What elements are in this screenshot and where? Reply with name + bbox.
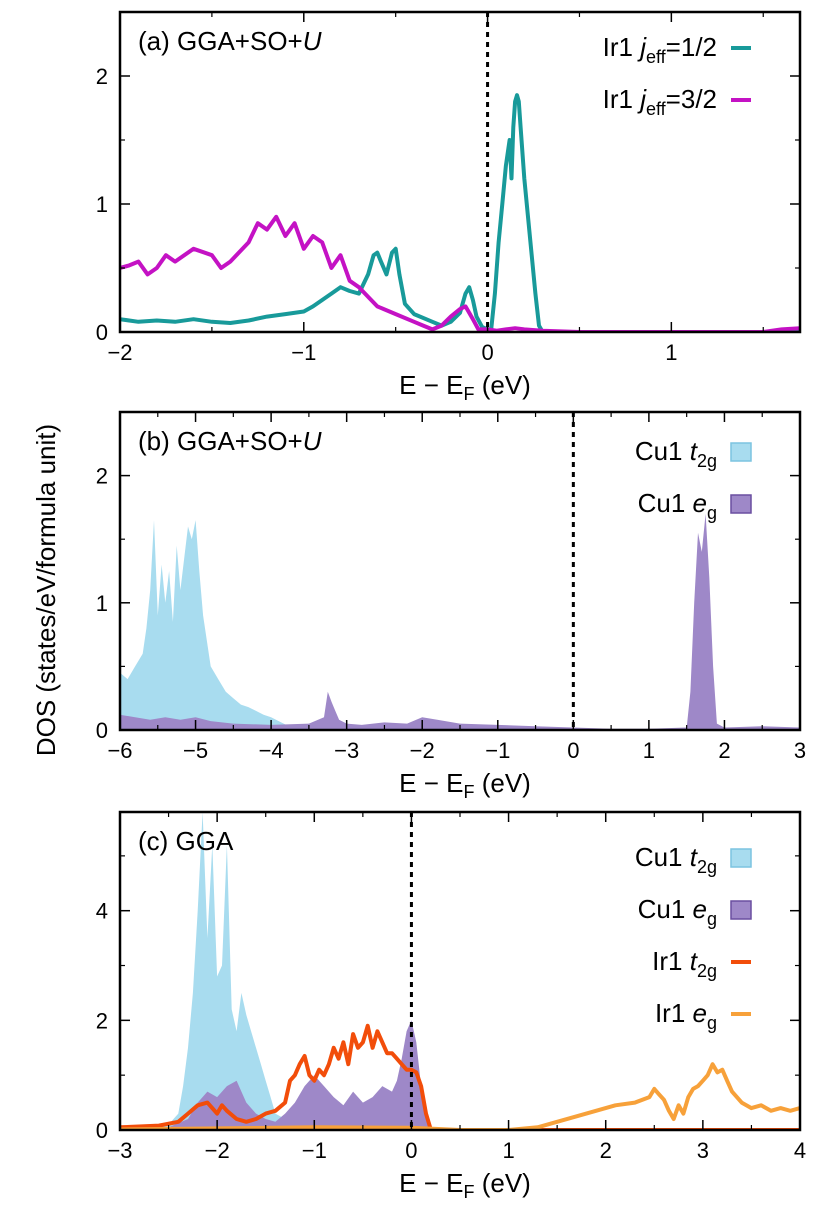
y-axis-label: DOS (states/eV/formula unit): [31, 424, 61, 756]
x-tick-label-c: 2: [600, 1138, 612, 1163]
panel-label-c: (c) GGA: [138, 826, 234, 856]
series-b-0: [120, 520, 800, 730]
y-tick-label-c: 4: [96, 899, 108, 924]
y-tick-label-b: 2: [96, 464, 108, 489]
legend-label-b-1: Cu1 eg: [638, 488, 717, 523]
series-c-0: [120, 812, 800, 1130]
panel-c: −3 −2 −1 0 1 2 3 4 0 2 4 E − EF (eV) (c) GGA Cu1 t2g C…: [96, 810, 806, 1202]
x-tick-label-b: −1: [485, 738, 510, 763]
series-c-1: [120, 1020, 800, 1130]
legend-swatch-c-1: [730, 900, 752, 920]
x-tick-label-b: 2: [718, 738, 730, 763]
legend-label-c-1: Cu1 eg: [638, 894, 717, 929]
x-tick-label-b: 3: [794, 738, 806, 763]
legend-label-c-2: Ir1 t2g: [652, 946, 717, 981]
plot-area-a: [120, 93, 800, 332]
legend-label-c-0: Cu1 t2g: [635, 842, 717, 877]
x-tick-label-a: 0: [481, 340, 493, 365]
series-c-2: [120, 1023, 800, 1130]
legend-label-c-3: Ir1 eg: [655, 998, 717, 1033]
x-tick-label-b: −4: [259, 738, 284, 763]
legend-swatch-b-0: [730, 442, 752, 462]
x-tick-label-b: 0: [567, 738, 579, 763]
x-tick-label-c: −2: [205, 1138, 230, 1163]
x-tick-label-c: 1: [502, 1138, 514, 1163]
x-tick-label-c: 3: [697, 1138, 709, 1163]
panel-b: −6 −5 −4 −3 −2 −1 0 1 2 3 0 1 2 E − EF (eV) (b) GGA+SO…: [96, 410, 806, 802]
series-a-1: [120, 214, 800, 332]
x-axis-label-b: E − EF (eV): [399, 768, 531, 802]
series-c-3: [120, 1062, 800, 1130]
plot-area-c: [120, 812, 800, 1130]
legend-swatch-c-0: [730, 848, 752, 868]
y-tick-label-c: 0: [96, 1118, 108, 1143]
legend-label-b-0: Cu1 t2g: [635, 436, 717, 471]
y-tick-label-a: 1: [96, 192, 108, 217]
legend-swatch-b-1: [730, 494, 752, 514]
x-tick-label-c: −1: [302, 1138, 327, 1163]
legend-label-a-1: Ir1 jeff=3/2: [603, 84, 717, 119]
x-tick-label-a: −1: [291, 340, 316, 365]
x-tick-label-c: −3: [107, 1138, 132, 1163]
x-tick-label-b: −2: [410, 738, 435, 763]
y-tick-label-a: 0: [96, 320, 108, 345]
x-tick-label-c: 0: [405, 1138, 417, 1163]
legend-label-a-0: Ir1 jeff=1/2: [603, 32, 717, 67]
y-tick-label-a: 2: [96, 64, 108, 89]
x-tick-label-a: 1: [665, 340, 677, 365]
frame-a: [118, 10, 802, 334]
x-tick-label-c: 4: [794, 1138, 806, 1163]
x-tick-label-b: −3: [334, 738, 359, 763]
x-tick-label-a: −2: [107, 340, 132, 365]
x-tick-label-b: 1: [643, 738, 655, 763]
x-axis-label-a: E − EF (eV): [399, 370, 531, 404]
panel-label-b: (b) GGA+SO+U: [138, 426, 322, 456]
series-a-0: [120, 93, 800, 332]
y-tick-label-b: 1: [96, 591, 108, 616]
x-axis-label-c: E − EF (eV): [399, 1168, 531, 1202]
x-tick-label-b: −6: [107, 738, 132, 763]
x-tick-label-b: −5: [183, 738, 208, 763]
panel-a: −2 −1 0 1 0 1 2 E − EF (eV) (a) GGA+SO+U Ir1 jeff…: [96, 10, 802, 404]
y-tick-label-c: 2: [96, 1008, 108, 1033]
y-tick-label-b: 0: [96, 718, 108, 743]
plot-area-b: [120, 513, 800, 730]
panel-label-a: (a) GGA+SO+U: [138, 26, 322, 56]
